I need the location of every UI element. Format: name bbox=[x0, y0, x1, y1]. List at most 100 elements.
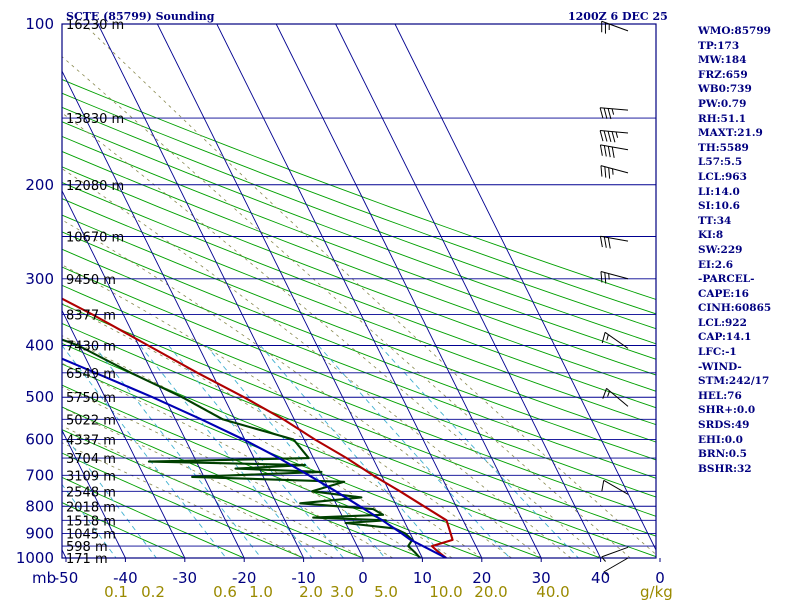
height-label: 3704 m bbox=[66, 452, 116, 467]
temperature-tick-label: 30 bbox=[532, 569, 551, 587]
pressure-tick-label: 300 bbox=[25, 270, 54, 288]
height-label: 2018 m bbox=[66, 500, 116, 515]
chart-title: SCTE (85799) Sounding bbox=[66, 10, 215, 23]
parcel-point bbox=[308, 474, 310, 476]
pressure-unit-label: mb bbox=[32, 569, 56, 587]
parcel-point bbox=[408, 538, 411, 540]
pressure-tick-label: 600 bbox=[25, 431, 54, 449]
temperature-tick-label: 0 bbox=[655, 569, 665, 587]
dewpoint-point bbox=[148, 461, 150, 463]
mixing-ratio-unit-label: g/kg bbox=[640, 583, 673, 600]
plot-frame bbox=[61, 23, 657, 559]
temperature-tick-label: 40 bbox=[591, 569, 610, 587]
isotherm-line bbox=[394, 24, 656, 551]
temperature-point bbox=[399, 490, 401, 492]
height-label: 6549 m bbox=[66, 367, 116, 382]
dewpoint-point bbox=[312, 517, 314, 519]
temperature-tick-label: -40 bbox=[113, 569, 138, 587]
temperature-tick-label: 10 bbox=[413, 569, 432, 587]
sounding-index-item: CAPE:16 bbox=[698, 287, 749, 300]
dewpoint-point bbox=[320, 471, 323, 473]
sounding-index-item: SHR+:0.0 bbox=[698, 404, 756, 417]
wind-barb bbox=[600, 165, 629, 179]
temperature-tick-label: -10 bbox=[291, 569, 316, 587]
sounding-index-item: -PARCEL- bbox=[698, 273, 755, 286]
height-label: 171 m bbox=[66, 552, 108, 567]
temperature-point bbox=[445, 519, 448, 521]
temperature-point bbox=[196, 372, 198, 374]
wind-barb bbox=[599, 144, 629, 158]
parcel-point bbox=[359, 505, 361, 507]
temperature-point bbox=[372, 474, 374, 476]
temperature-point bbox=[423, 505, 425, 507]
dewpoint-point bbox=[130, 372, 132, 374]
temperature-point bbox=[314, 438, 316, 441]
observation-time: 1200Z 6 DEC 25 bbox=[568, 10, 668, 23]
dewpoint-point bbox=[77, 344, 79, 347]
wind-barb bbox=[601, 20, 629, 34]
sounding-index-item: -WIND- bbox=[698, 360, 742, 373]
wind-barb bbox=[602, 387, 629, 407]
sounding-indices-panel: WMO:85799 TP:173 MW:184 FRZ:659 WB0:739 PW:0.… bbox=[698, 24, 800, 476]
height-label: 598 m bbox=[66, 540, 108, 555]
temperature-point bbox=[452, 539, 454, 541]
parcel-point bbox=[381, 519, 383, 521]
height-label: 1518 m bbox=[66, 514, 116, 529]
sounding-index-item: LCL:922 bbox=[698, 316, 747, 329]
wind-barb bbox=[601, 546, 629, 562]
sounding-index-item: WB0:739 bbox=[698, 83, 752, 96]
pressure-tick-label: 1000 bbox=[16, 549, 54, 567]
isotherm-line bbox=[62, 429, 126, 558]
sounding-index-item: RH:51.1 bbox=[698, 112, 747, 125]
wind-barb bbox=[601, 479, 629, 495]
temperature-tick-label: 20 bbox=[472, 569, 491, 587]
sounding-index-item: CAP:14.1 bbox=[698, 331, 752, 344]
mixing-ratio-tick-label: 10.0 bbox=[429, 583, 462, 600]
isotherm-line bbox=[156, 24, 423, 558]
wind-barb bbox=[600, 271, 629, 284]
sounding-index-item: SI:10.6 bbox=[698, 200, 740, 213]
dewpoint-point bbox=[308, 457, 310, 459]
pressure-tick-label: 400 bbox=[25, 337, 54, 355]
mixing-ratio-tick-label: 40.0 bbox=[536, 583, 569, 600]
temperature-point bbox=[346, 457, 348, 459]
mixing-ratio-tick-label: 20.0 bbox=[474, 583, 507, 600]
wind-barb bbox=[603, 557, 629, 577]
dewpoint-point bbox=[191, 476, 193, 478]
sounding-index-item: BRN:0.5 bbox=[698, 448, 747, 461]
sounding-index-item: WMO:85799 bbox=[698, 25, 771, 37]
temperature-tick-label: 0 bbox=[358, 569, 368, 587]
dewpoint-point bbox=[343, 481, 345, 483]
dewpoint-point bbox=[382, 514, 384, 516]
parcel-point bbox=[335, 490, 337, 492]
sounding-index-item: EHI:0.0 bbox=[698, 433, 743, 446]
sounding-index-item: LI:14.0 bbox=[698, 185, 740, 198]
dewpoint-point bbox=[345, 522, 347, 524]
dewpoint-point bbox=[299, 502, 301, 504]
parcel-point bbox=[200, 418, 203, 420]
temperature-profile-line bbox=[62, 297, 454, 558]
dewpoint-point bbox=[181, 396, 183, 398]
parcel-point bbox=[94, 372, 96, 374]
sounding-index-item: LFC:-1 bbox=[698, 346, 737, 359]
pressure-tick-label: 100 bbox=[25, 15, 54, 33]
temperature-point bbox=[437, 551, 440, 553]
dewpoint-point bbox=[372, 508, 374, 510]
sounding-index-item: KI:8 bbox=[698, 229, 724, 242]
sounding-index-item: FRZ:659 bbox=[698, 68, 748, 81]
temperature-tick-label: -20 bbox=[232, 569, 257, 587]
wind-barb bbox=[599, 235, 629, 249]
dewpoint-point bbox=[360, 496, 362, 498]
height-label: 5022 m bbox=[66, 413, 116, 428]
dewpoint-point bbox=[292, 438, 295, 441]
isotherm-line bbox=[275, 24, 542, 558]
temperature-tick-label: -30 bbox=[173, 569, 198, 587]
height-label: 13830 m bbox=[66, 112, 124, 127]
pressure-tick-label: 900 bbox=[25, 525, 54, 543]
mixing-ratio-tick-label: 0.6 bbox=[213, 583, 237, 600]
pressure-tick-label: 700 bbox=[25, 466, 54, 484]
mixing-ratio-tick-label: 1.0 bbox=[249, 583, 273, 600]
dewpoint-point bbox=[385, 519, 387, 521]
sounding-index-item: HEL:76 bbox=[698, 389, 742, 402]
